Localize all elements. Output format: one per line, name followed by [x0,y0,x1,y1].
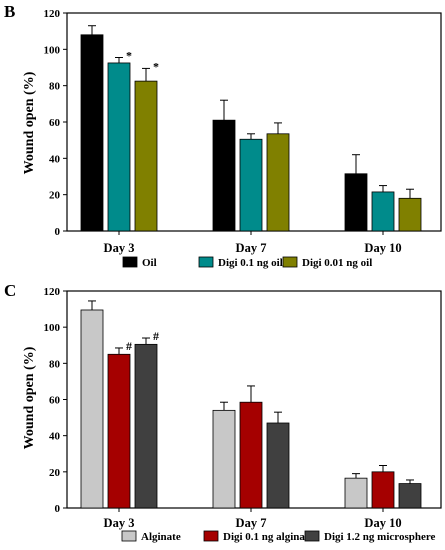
panel-b-letter: B [4,2,15,21]
panel-b-bar [134,80,158,232]
panel-b-legend-label: Digi 0.01 ng oil [302,257,372,269]
panel-c-legend-label: Digi 1.2 ng microsphere [324,531,436,543]
panel-b-y-tick-label: 40 [49,153,61,165]
panel-b-plot-area: 0 20 40 60 80 100 120 * * Day 3 Day 7 Day 10 Oil Digi… [44,8,442,269]
panel-c-bar [266,422,290,509]
panel-c-y-tick-label: 0 [55,503,61,515]
panel-b-y-axis-label: Wound open (%) [22,71,37,174]
panel-b-x-tick-label: Day 7 [236,241,267,255]
panel-b-legend-label: Digi 0.1 ng oil [218,257,283,269]
panel-c-legend-swatch [304,530,320,542]
panel-c-y-tick-label: 100 [44,322,61,334]
panel-c: C Wound open (%) 0 20 40 60 80 100 120 # # Day 3 D… [4,281,442,543]
panel-b-x-tick-label: Day 3 [104,241,135,255]
panel-c-x-tick-label: Day 3 [104,516,135,530]
panel-b-y-tick-label: 20 [49,190,61,202]
panel-c-y-axis-label: Wound open (%) [22,346,37,449]
panel-b-y-tick-label: 80 [49,81,61,93]
panel-c-x-tick-label: Day 7 [236,516,267,530]
panel-b-y-tick-label: 60 [49,117,61,129]
panel-b-y-tick-label: 0 [55,226,61,238]
panel-b-bar [344,173,368,232]
panel-c-y-tick-label: 40 [49,431,61,443]
panel-b-legend-swatch [198,256,214,268]
panel-c-y-tick-label: 60 [49,395,61,407]
panel-c-significance-mark: # [153,329,159,343]
panel-c-bar [80,309,104,509]
panel-c-x-tick-label: Day 10 [364,516,401,530]
panel-b-bar [371,191,395,232]
panel-c-bar [134,343,158,509]
panel-c-bar [239,401,263,509]
panel-b-legend-swatch [282,256,298,268]
panel-c-significance-mark: # [126,339,132,353]
panel-b-significance-mark: * [126,49,132,63]
panel-c-legend-swatch [203,530,219,542]
panel-c-y-tick-label: 80 [49,358,61,370]
panel-c-bar [107,353,131,509]
panel-b-significance-mark: * [153,59,159,73]
panel-b: B Wound open (%) 0 20 40 60 80 100 120 * * Day 3 D… [4,2,442,269]
panel-c-bar [371,471,395,509]
panel-c-y-tick-label: 20 [49,467,61,479]
panel-c-plot-area: 0 20 40 60 80 100 120 # # Day 3 Day 7 Day 10 Alginat… [44,286,442,543]
panel-b-y-tick-label: 100 [44,44,61,56]
panel-b-legend-label: Oil [142,257,157,269]
panel-c-legend-swatch [121,530,137,542]
panel-b-bar [239,138,263,232]
panel-b-y-tick-label: 120 [44,8,61,20]
panel-c-legend-label: Alginate [141,531,181,543]
panel-c-letter: C [4,281,16,300]
panel-c-bar [212,409,236,509]
panel-b-bar [398,197,422,232]
panel-b-x-tick-label: Day 10 [364,241,401,255]
panel-b-bar [107,62,131,232]
panel-b-bar [80,34,104,232]
panel-c-bar [398,483,422,509]
panel-b-bar [212,119,236,232]
panel-c-bar [344,477,368,509]
panel-b-bar [266,133,290,232]
panel-b-legend-swatch [122,256,138,268]
panel-c-legend-label: Digi 0.1 ng alginate [223,531,314,543]
panel-c-y-tick-label: 120 [44,286,61,298]
